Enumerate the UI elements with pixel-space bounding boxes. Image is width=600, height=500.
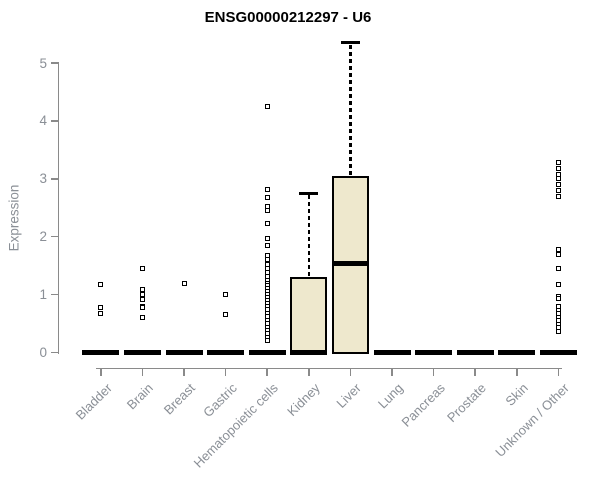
median-line-liver	[331, 260, 369, 266]
outlier-point-hematopoietic-cells	[264, 252, 270, 258]
x-tick	[474, 367, 476, 376]
outlier-point-brain	[139, 287, 145, 293]
x-tick	[391, 367, 393, 376]
x-tick	[432, 367, 435, 376]
median-line-skin	[498, 350, 536, 355]
y-tick-label: 4	[39, 113, 47, 129]
outlier-point-unknown-other	[555, 160, 561, 166]
outlier-point-unknown-other	[555, 328, 561, 334]
outlier-point-unknown-other	[555, 282, 561, 288]
whisker-liver	[349, 44, 352, 176]
outlier-point-bladder	[98, 282, 104, 288]
median-line-hematopoietic-cells	[248, 350, 286, 355]
outlier-point-hematopoietic-cells	[264, 220, 270, 226]
median-line-lung	[373, 350, 411, 355]
outlier-point-hematopoietic-cells	[264, 235, 270, 241]
outlier-point-unknown-other	[555, 266, 561, 272]
y-axis-line	[57, 63, 59, 354]
whisker-cap-liver	[340, 41, 360, 45]
outlier-point-unknown-other	[555, 165, 561, 171]
y-tick-label: 1	[39, 287, 47, 303]
x-tick	[141, 367, 144, 376]
y-tick	[51, 62, 59, 64]
median-line-kidney	[290, 350, 328, 355]
outlier-point-brain	[139, 304, 145, 310]
y-tick	[51, 178, 59, 180]
x-tick	[516, 367, 518, 376]
box-kidney	[290, 277, 328, 355]
y-tick	[51, 293, 59, 296]
median-line-pancreas	[415, 350, 453, 355]
y-tick-label: 5	[39, 55, 47, 71]
median-line-bladder	[82, 350, 120, 355]
outlier-point-gastric	[223, 312, 229, 318]
median-line-brain	[123, 350, 161, 355]
x-tick	[183, 367, 185, 376]
x-tick	[100, 367, 102, 376]
y-tick-label: 3	[39, 171, 47, 187]
y-tick-label: 2	[39, 229, 47, 245]
median-line-gastric	[207, 350, 245, 355]
chart-title: ENSG00000212297 - U6	[204, 9, 372, 26]
y-tick	[51, 120, 59, 122]
x-tick	[308, 367, 310, 376]
outlier-point-breast	[181, 280, 187, 286]
y-tick	[51, 351, 59, 354]
outlier-point-gastric	[223, 292, 229, 298]
outlier-point-unknown-other	[555, 182, 561, 188]
outlier-point-unknown-other	[555, 246, 561, 252]
median-line-breast	[165, 350, 203, 355]
outlier-point-unknown-other	[555, 296, 561, 302]
outlier-point-unknown-other	[555, 188, 561, 194]
outlier-point-hematopoietic-cells	[264, 187, 270, 193]
outlier-point-brain	[139, 266, 145, 272]
outlier-point-brain	[139, 315, 145, 321]
outlier-point-bladder	[98, 305, 104, 311]
x-tick	[224, 367, 227, 376]
outlier-point-brain	[139, 296, 145, 302]
median-line-unknown-other	[539, 350, 577, 355]
x-axis-line	[95, 367, 562, 369]
whisker-cap-kidney	[299, 191, 319, 195]
x-tick	[557, 367, 560, 376]
outlier-point-hematopoietic-cells	[264, 194, 270, 200]
outlier-point-hematopoietic-cells	[264, 257, 270, 263]
outlier-point-brain	[139, 292, 145, 298]
y-tick	[51, 235, 59, 238]
outlier-point-hematopoietic-cells	[264, 103, 270, 109]
x-tick	[266, 367, 268, 376]
x-tick	[349, 367, 352, 376]
outlier-point-unknown-other	[555, 176, 561, 182]
outlier-point-hematopoietic-cells	[264, 242, 270, 248]
outlier-point-hematopoietic-cells	[264, 208, 270, 214]
y-tick-label: 0	[39, 345, 47, 360]
outlier-point-unknown-other	[555, 171, 561, 177]
whisker-kidney	[307, 195, 311, 278]
median-line-prostate	[456, 350, 494, 355]
outlier-point-unknown-other	[555, 193, 561, 199]
outlier-point-unknown-other	[555, 251, 561, 257]
outlier-point-hematopoietic-cells	[264, 338, 270, 344]
outlier-point-bladder	[98, 310, 104, 316]
